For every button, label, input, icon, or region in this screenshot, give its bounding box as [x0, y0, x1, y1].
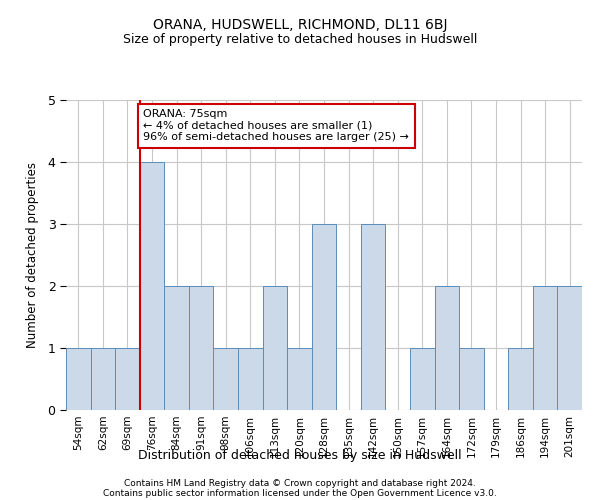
Bar [312, 224, 336, 410]
Text: Size of property relative to detached houses in Hudswell: Size of property relative to detached ho… [123, 32, 477, 46]
Bar [263, 286, 287, 410]
Bar [66, 348, 91, 410]
Bar [214, 348, 238, 410]
Y-axis label: Number of detached properties: Number of detached properties [26, 162, 39, 348]
Bar [557, 286, 582, 410]
Bar [140, 162, 164, 410]
Text: ORANA, HUDSWELL, RICHMOND, DL11 6BJ: ORANA, HUDSWELL, RICHMOND, DL11 6BJ [153, 18, 447, 32]
Bar [361, 224, 385, 410]
Bar [434, 286, 459, 410]
Text: Contains public sector information licensed under the Open Government Licence v3: Contains public sector information licen… [103, 490, 497, 498]
Bar [508, 348, 533, 410]
Bar [459, 348, 484, 410]
Bar [533, 286, 557, 410]
Bar [287, 348, 312, 410]
Bar [91, 348, 115, 410]
Bar [115, 348, 140, 410]
Bar [238, 348, 263, 410]
Bar [189, 286, 214, 410]
Bar [410, 348, 434, 410]
Text: ORANA: 75sqm
← 4% of detached houses are smaller (1)
96% of semi-detached houses: ORANA: 75sqm ← 4% of detached houses are… [143, 110, 409, 142]
Bar [164, 286, 189, 410]
Text: Contains HM Land Registry data © Crown copyright and database right 2024.: Contains HM Land Registry data © Crown c… [124, 480, 476, 488]
Text: Distribution of detached houses by size in Hudswell: Distribution of detached houses by size … [138, 448, 462, 462]
